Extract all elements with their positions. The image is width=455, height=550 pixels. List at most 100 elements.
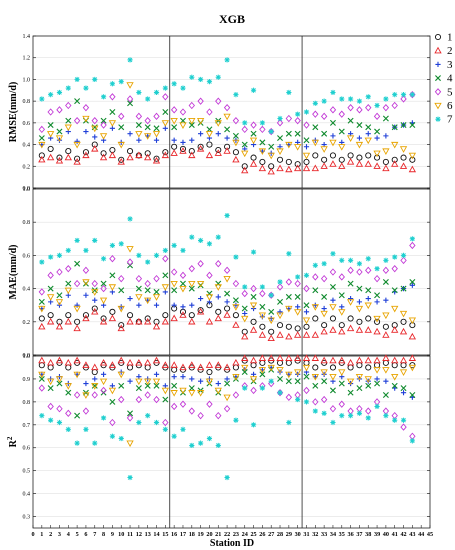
data-point — [162, 149, 169, 156]
data-point — [74, 138, 80, 144]
x-tick-label: 31 — [303, 531, 309, 538]
x-tick-label: 32 — [312, 531, 318, 538]
data-point — [409, 391, 416, 398]
data-point — [144, 133, 152, 140]
data-point — [135, 358, 143, 366]
data-point — [312, 408, 318, 414]
data-point — [276, 164, 284, 172]
data-point — [409, 282, 415, 288]
data-point — [392, 254, 398, 260]
data-point — [277, 135, 284, 142]
data-point — [152, 378, 161, 386]
data-point — [126, 246, 134, 253]
data-point — [232, 391, 240, 399]
data-point — [347, 103, 354, 112]
data-point — [320, 369, 328, 376]
data-point — [232, 132, 239, 139]
data-point — [126, 317, 134, 325]
data-point — [205, 361, 214, 368]
data-point — [189, 234, 195, 240]
data-point — [391, 141, 399, 149]
data-point — [188, 122, 195, 129]
panel-points — [38, 212, 417, 342]
data-point — [303, 121, 310, 129]
y-axis-label: MAE(mm/d) — [8, 245, 19, 300]
data-point — [285, 130, 292, 137]
data-point — [373, 327, 381, 335]
data-point — [365, 415, 371, 421]
data-point — [118, 322, 125, 329]
data-point — [118, 112, 125, 121]
data-point — [197, 307, 204, 314]
data-point — [399, 310, 408, 318]
data-point — [83, 85, 89, 91]
data-point — [241, 315, 249, 323]
data-point — [311, 164, 319, 172]
data-point — [161, 284, 169, 291]
y-tick-label: 1.4 — [23, 34, 31, 40]
data-point — [198, 440, 204, 446]
data-point — [409, 236, 415, 242]
y-tick-label: 1.0 — [23, 187, 31, 193]
data-point — [56, 292, 63, 299]
data-point — [294, 144, 302, 151]
x-tick-label: 17 — [180, 531, 186, 538]
y-tick-label: 0.4 — [23, 492, 31, 498]
panel-grid — [33, 35, 430, 189]
data-point — [65, 117, 72, 124]
y-tick-label: 1.0 — [23, 354, 31, 360]
y-tick-label: 0.4 — [23, 287, 31, 293]
data-point — [118, 241, 124, 247]
data-point — [285, 141, 293, 149]
data-point — [135, 112, 143, 121]
data-point — [329, 387, 336, 394]
legend-marker — [434, 33, 442, 41]
data-point — [321, 261, 327, 267]
data-point — [268, 291, 275, 299]
data-point — [127, 216, 133, 222]
data-point — [135, 317, 143, 325]
data-point — [171, 137, 177, 143]
data-point — [189, 302, 195, 308]
data-point — [65, 426, 71, 432]
data-point — [276, 359, 284, 366]
data-point — [250, 362, 257, 369]
data-point — [267, 317, 275, 325]
data-point — [82, 151, 90, 159]
data-point — [188, 101, 195, 110]
data-point — [170, 390, 178, 397]
data-point — [56, 419, 63, 426]
data-point — [180, 426, 186, 432]
data-point — [223, 275, 231, 283]
y-tick-label: 0.8 — [23, 220, 31, 226]
data-point — [91, 391, 98, 399]
data-point — [205, 317, 214, 325]
data-point — [382, 266, 390, 275]
data-point — [170, 268, 178, 276]
data-point — [65, 264, 72, 273]
data-point — [38, 375, 45, 382]
data-point — [38, 155, 46, 163]
data-point — [338, 400, 345, 408]
data-point — [215, 260, 222, 268]
data-point — [64, 358, 72, 366]
x-tick-label: 43 — [409, 531, 415, 538]
data-point — [82, 103, 90, 112]
data-point — [99, 378, 108, 386]
data-point — [356, 410, 363, 416]
data-point — [153, 89, 160, 96]
data-point — [374, 403, 380, 410]
data-point — [382, 158, 389, 165]
data-point — [55, 376, 64, 383]
data-point — [205, 294, 214, 301]
data-point — [346, 299, 355, 306]
data-point — [391, 373, 399, 381]
data-point — [223, 147, 231, 154]
data-point — [303, 386, 310, 395]
data-point — [100, 256, 107, 262]
data-point — [73, 324, 81, 332]
data-point — [215, 234, 221, 240]
y-tick-label: 0.8 — [23, 400, 31, 406]
data-point — [364, 376, 372, 383]
data-point — [92, 134, 98, 140]
